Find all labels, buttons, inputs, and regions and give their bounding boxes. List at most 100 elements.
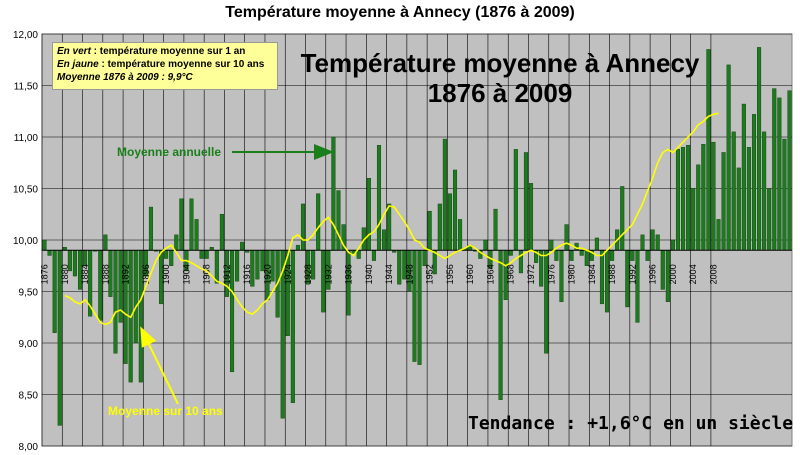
annual-bar — [133, 250, 138, 344]
annual-bar — [655, 234, 660, 251]
annual-bar — [179, 198, 184, 251]
annual-bar — [787, 90, 792, 251]
annual-bar — [83, 250, 88, 266]
x-tick-label: 1932 — [323, 264, 333, 284]
x-tick-label: 1908 — [202, 264, 212, 284]
trend-annotation: Tendance : +1,6°C en un siècle — [468, 413, 794, 434]
annual-annotation: Moyenne annuelle — [117, 145, 222, 159]
annual-bar — [701, 144, 706, 251]
x-tick-label: 1912 — [222, 264, 232, 284]
annual-bar — [670, 239, 675, 251]
annual-bar — [594, 237, 599, 251]
x-tick-label: 1928 — [303, 264, 313, 284]
annual-bar — [336, 190, 341, 251]
annual-bar — [52, 250, 57, 333]
y-tick-label: 12,00 — [13, 30, 38, 41]
annual-bar — [285, 250, 290, 336]
x-tick-label: 1944 — [384, 264, 394, 284]
x-tick-label: 1964 — [485, 264, 495, 284]
annual-bar — [691, 188, 696, 251]
annual-bar — [757, 47, 762, 251]
annual-bar — [219, 214, 224, 251]
annual-bar — [746, 147, 751, 251]
annual-bar — [660, 250, 665, 290]
annual-bar — [199, 250, 204, 259]
x-tick-label: 1952 — [425, 264, 435, 284]
annual-bar — [508, 250, 513, 256]
annual-bar — [772, 88, 777, 251]
y-tick-label: 8,50 — [19, 391, 39, 402]
ten-year-average-line — [64, 112, 719, 326]
annual-bar — [174, 234, 179, 251]
annual-bar — [113, 250, 118, 354]
annual-bar — [762, 131, 767, 251]
y-tick-label: 10,50 — [13, 185, 38, 196]
annual-bar — [442, 138, 447, 251]
annual-bar — [584, 250, 589, 266]
annual-bar — [255, 250, 260, 280]
annual-bar — [371, 250, 376, 261]
annual-bar — [169, 250, 174, 266]
annual-bar — [513, 149, 518, 251]
chart-overlay-title: Température moyenne à Annecy 1876 à 2009 — [275, 48, 725, 108]
annual-bar — [72, 250, 77, 277]
decade-arrow — [140, 326, 179, 405]
annual-bar — [235, 250, 240, 282]
annual-bar — [194, 219, 199, 251]
annual-bar — [620, 186, 625, 251]
annual-bar — [98, 250, 103, 321]
annual-bar — [493, 208, 498, 251]
y-tick-label: 11,00 — [14, 133, 39, 144]
legend-line-2: En jaune : température moyenne sur 10 an… — [57, 59, 265, 70]
annual-bar — [569, 250, 574, 261]
annual-bar — [564, 224, 569, 251]
overlay-title-line-1: Température moyenne à Annecy — [300, 48, 700, 78]
annual-bar — [640, 234, 645, 251]
y-tick-label: 9,50 — [19, 288, 39, 299]
y-tick-label: 10,00 — [13, 236, 38, 247]
x-tick-label: 1904 — [181, 264, 191, 284]
annual-bar — [331, 136, 336, 251]
y-tick-label: 11,50 — [14, 82, 39, 93]
annual-bar — [523, 152, 528, 251]
x-tick-label: 1936 — [344, 264, 354, 284]
annual-bar — [164, 250, 169, 259]
annual-bar — [427, 210, 432, 251]
annual-bar — [610, 250, 615, 261]
legend-line-1: En vert : température moyenne sur 1 an — [57, 46, 246, 57]
y-tick-label: 8,00 — [19, 442, 39, 453]
x-tick-label: 1988 — [607, 264, 617, 284]
x-tick-label: 2008 — [708, 264, 718, 284]
annual-bar — [650, 229, 655, 251]
annual-bar — [559, 250, 564, 303]
annual-bar — [452, 169, 458, 251]
x-tick-label: 2004 — [688, 264, 698, 284]
x-tick-label: 1976 — [546, 264, 556, 284]
annual-bar — [741, 103, 746, 251]
x-tick-label: 1892 — [121, 264, 131, 284]
annual-bar — [447, 193, 452, 251]
annual-bar — [300, 203, 306, 251]
x-tick-label: 1896 — [141, 264, 151, 284]
annual-bar — [382, 229, 387, 251]
annual-bar — [736, 167, 741, 251]
annual-bar — [721, 152, 726, 251]
annual-bar — [214, 250, 219, 284]
annual-bar — [751, 114, 757, 251]
annual-bar — [387, 203, 392, 251]
annual-bar — [716, 219, 721, 251]
decadal-annotation: Moyenne sur 10 ans — [108, 404, 223, 418]
annual-bar — [295, 244, 300, 251]
annual-bar — [726, 64, 731, 251]
x-tick-label: 1876 — [40, 264, 50, 284]
x-tick-label: 1980 — [567, 264, 577, 284]
annual-bar — [189, 198, 194, 251]
annual-bar — [782, 138, 787, 251]
annual-bar — [316, 193, 321, 251]
annual-bar — [417, 250, 422, 365]
annual-bar — [767, 188, 772, 251]
chart-title: Température moyenne à Annecy (1876 à 200… — [225, 4, 575, 21]
annual-bar — [483, 239, 488, 251]
annual-bar — [42, 239, 47, 251]
